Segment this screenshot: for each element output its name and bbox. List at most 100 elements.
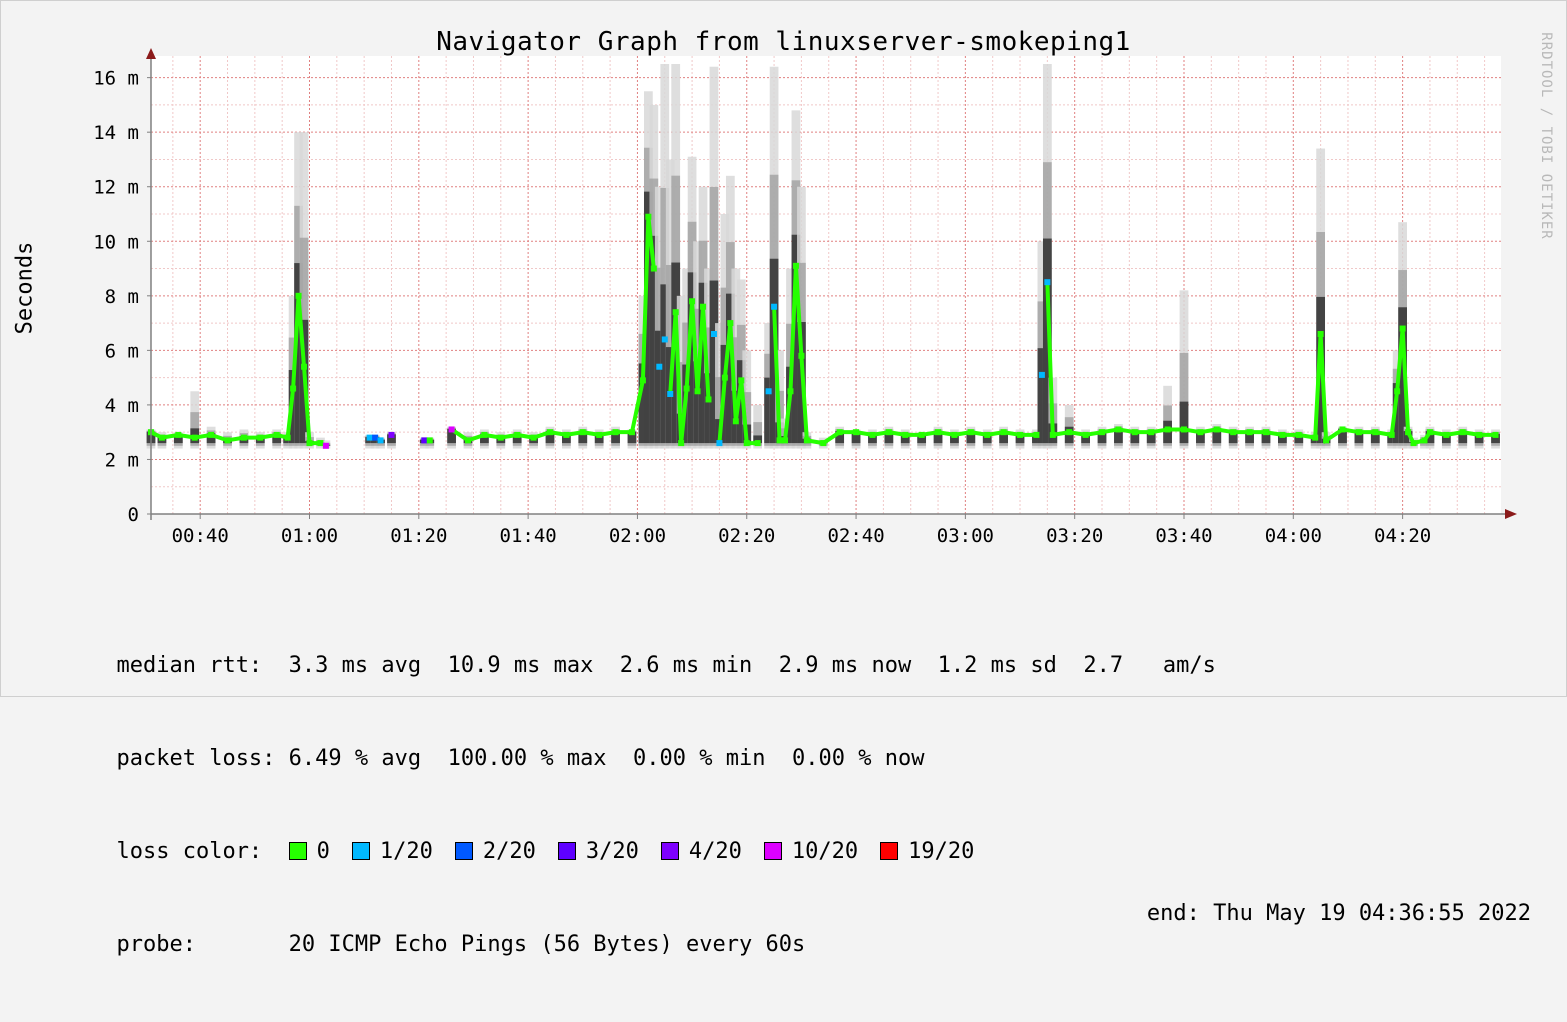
loss-color-swatch	[557, 842, 576, 860]
loss-color-label-text: 0	[316, 839, 330, 864]
y-tick-label: 12 m	[93, 177, 139, 199]
x-tick-label: 02:20	[718, 525, 775, 547]
median-marker	[306, 440, 313, 447]
y-tick-label: 0	[128, 504, 139, 526]
smoke-band-mid	[753, 422, 763, 446]
median-marker	[1115, 426, 1122, 433]
median-marker	[257, 434, 264, 441]
median-marker	[803, 437, 810, 444]
loss-color-swatch	[660, 842, 679, 860]
packet-loss-text: packet loss: 6.49 % avg 100.00 % max 0.0…	[116, 746, 925, 771]
smoke-band-inner	[1458, 431, 1468, 444]
loss-color-item: 3/20	[557, 839, 639, 864]
median-marker	[1033, 431, 1040, 438]
legend-loss-color: loss color: 0 1/20 2/20 3/20 4/20 10/20 19/20	[37, 805, 1537, 864]
median-marker	[1323, 437, 1330, 444]
median-marker	[1492, 431, 1499, 438]
median-marker	[1421, 437, 1428, 444]
median-marker	[628, 429, 635, 436]
smoke-band-inner	[884, 431, 894, 444]
smoke-band-inner	[1037, 348, 1047, 444]
median-marker	[596, 431, 603, 438]
median-marker	[1082, 431, 1089, 438]
median-marker	[694, 388, 701, 395]
x-tick-label: 03:00	[937, 525, 994, 547]
smoke-band-inner	[1403, 431, 1413, 444]
legend: median rtt: 3.3 ms avg 10.9 ms max 2.6 m…	[37, 557, 1537, 991]
smoke-band-inner	[1245, 431, 1254, 444]
median-marker	[1279, 431, 1286, 438]
loss-color-swatch	[288, 842, 307, 860]
smoke-band-inner	[643, 191, 653, 444]
median-marker	[984, 431, 991, 438]
median-marker	[716, 440, 723, 447]
smoke-band-inner	[791, 234, 801, 444]
probe-text: probe: 20 ICMP Echo Pings (56 Bytes) eve…	[116, 932, 806, 957]
median-marker	[1066, 429, 1073, 436]
median-marker	[240, 434, 247, 441]
median-marker	[678, 440, 685, 447]
median-marker	[1317, 331, 1324, 337]
median-marker	[497, 434, 504, 441]
smoke-band-inner	[1294, 433, 1304, 444]
smoke-band-inner	[480, 433, 489, 444]
smoke-band-inner	[1179, 401, 1189, 444]
median-marker	[1295, 431, 1302, 438]
x-tick-label: 04:00	[1265, 525, 1322, 547]
median-marker	[902, 431, 909, 438]
loss-color-label-text: 4/20	[688, 839, 742, 864]
median-marker	[612, 429, 619, 436]
median-marker	[295, 292, 302, 299]
chart-title: Navigator Graph from linuxserver-smokepi…	[436, 27, 1131, 57]
smoke-band-inner	[725, 293, 735, 444]
median-marker	[1355, 429, 1362, 436]
smoke-band-inner	[698, 282, 708, 444]
loss-color-item: 4/20	[660, 839, 742, 864]
x-tick-label: 00:40	[172, 525, 229, 547]
loss-color-item: 1/20	[351, 839, 433, 864]
smoke-band-inner	[611, 431, 620, 444]
smoke-band-inner	[1196, 431, 1205, 444]
smoke-band-inner	[950, 433, 959, 444]
median-marker	[546, 429, 553, 436]
loss-color-item: 10/20	[763, 839, 858, 864]
median-marker	[853, 429, 860, 436]
smoke-band-inner	[1032, 433, 1041, 444]
median-marker	[426, 437, 433, 444]
median-marker	[1049, 431, 1056, 438]
smoke-band-inner	[1015, 433, 1025, 444]
median-marker	[1246, 429, 1253, 436]
smoke-band-inner	[966, 431, 976, 444]
y-tick-label: 2 m	[105, 449, 139, 471]
median-marker	[661, 336, 668, 343]
smoke-band-inner	[900, 433, 910, 444]
median-marker	[918, 431, 925, 438]
median-marker	[301, 363, 308, 370]
smoke-band-inner	[649, 235, 659, 444]
median-marker	[700, 303, 707, 310]
smoke-band-inner	[917, 434, 927, 444]
median-marker	[820, 440, 827, 447]
median-marker	[377, 437, 384, 444]
median-marker	[1213, 426, 1220, 433]
smoke-band-inner	[272, 433, 282, 444]
smoke-band-inner	[1370, 431, 1380, 444]
x-tick-label: 01:20	[390, 525, 447, 547]
smoke-band-inner	[660, 284, 670, 444]
median-marker	[1131, 429, 1138, 436]
smoke-band-inner	[594, 433, 604, 444]
smoke-band-inner	[1392, 383, 1402, 444]
median-marker	[175, 431, 182, 438]
x-tick-label: 03:40	[1155, 525, 1212, 547]
median-marker	[1164, 426, 1171, 433]
smoke-band-inner	[1398, 307, 1407, 444]
end-time-text: end: Thu May 19 04:36:55 2022	[1146, 901, 1531, 926]
smoke-band-inner	[1228, 431, 1238, 444]
smoke-band-inner	[562, 433, 571, 444]
smoke-band-inner	[1474, 433, 1484, 444]
smoke-band-mid	[1179, 352, 1189, 446]
median-marker	[481, 431, 488, 438]
median-marker	[1148, 429, 1155, 436]
smoke-band-inner	[512, 433, 522, 444]
y-tick-label: 10 m	[93, 231, 139, 253]
